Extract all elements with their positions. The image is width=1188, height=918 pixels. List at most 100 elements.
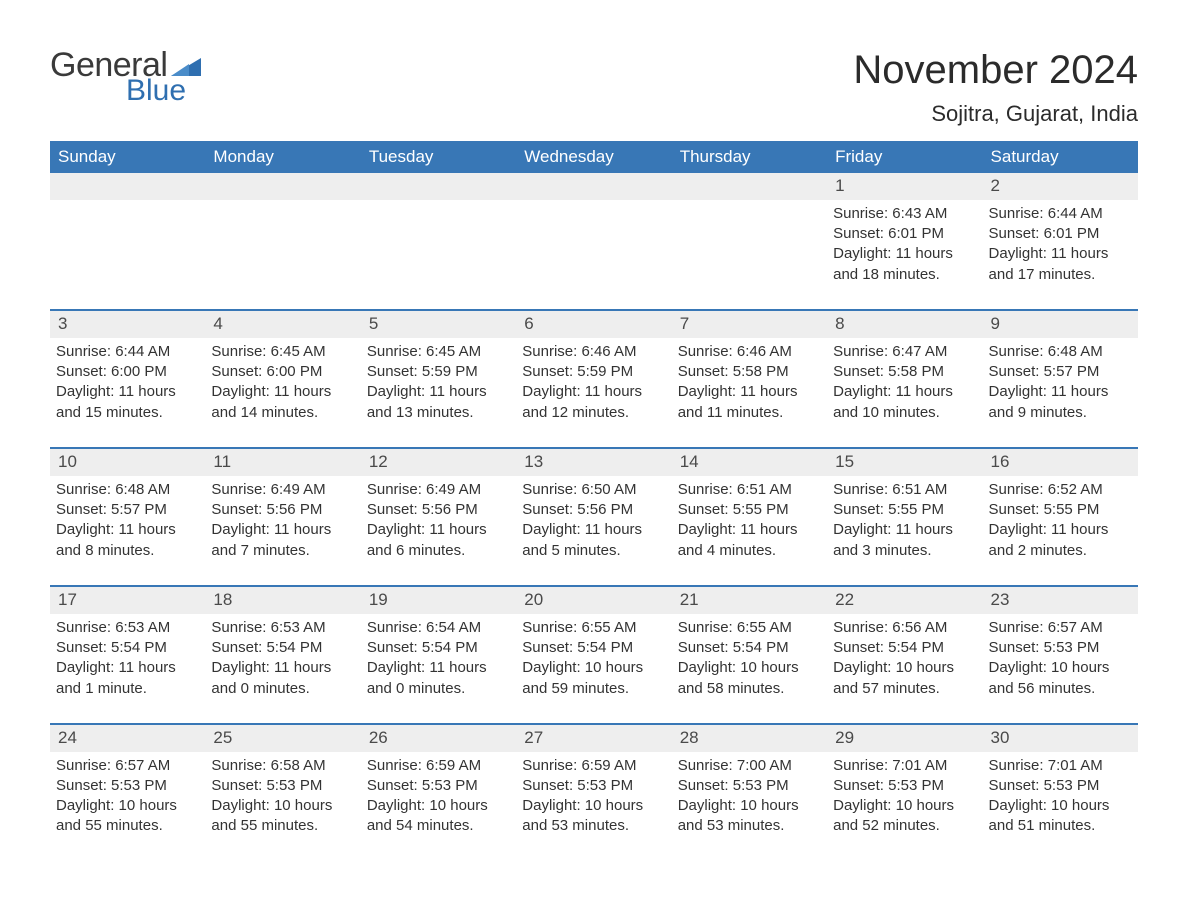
weekday-header: Tuesday (361, 141, 516, 173)
sunset-text: Sunset: 6:00 PM (56, 362, 199, 382)
day-info-row: Sunrise: 6:48 AMSunset: 5:57 PM Daylight:… (50, 476, 1138, 586)
day-number-row: 3456789 (50, 311, 1138, 338)
daylight-text: Daylight: 10 hours and 59 minutes. (522, 658, 665, 699)
logo: General Blue (50, 48, 201, 106)
sunrise-text: Sunrise: 6:59 AM (367, 756, 510, 776)
sunrise-text: Sunrise: 6:47 AM (833, 342, 976, 362)
sunrise-text: Sunrise: 6:57 AM (989, 618, 1132, 638)
logo-text-blue: Blue (126, 76, 201, 106)
day-number-cell (672, 173, 827, 200)
day-number-cell: 23 (983, 587, 1138, 614)
sunset-text: Sunset: 5:54 PM (833, 638, 976, 658)
day-info-cell: Sunrise: 6:49 AMSunset: 5:56 PMDaylight:… (361, 476, 516, 586)
sunset-text: Sunset: 5:56 PM (211, 500, 354, 520)
day-number-cell: 19 (361, 587, 516, 614)
sunset-text: Sunset: 5:54 PM (367, 638, 510, 658)
day-number-cell: 24 (50, 725, 205, 752)
day-number-cell: 14 (672, 449, 827, 476)
day-number-cell: 22 (827, 587, 982, 614)
day-info-cell: Sunrise: 6:58 AMSunset: 5:53 PMDaylight:… (205, 752, 360, 861)
sunrise-text: Sunrise: 6:56 AM (833, 618, 976, 638)
sunrise-text: Sunrise: 6:48 AM (989, 342, 1132, 362)
daylight-text: Daylight: 11 hours and 9 minutes. (989, 382, 1132, 423)
sunrise-text: Sunrise: 7:00 AM (678, 756, 821, 776)
daylight-text: Daylight: 11 hours and 10 minutes. (833, 382, 976, 423)
sunrise-text: Sunrise: 6:51 AM (833, 480, 976, 500)
daylight-text: Daylight: 11 hours and 5 minutes. (522, 520, 665, 561)
daylight-text: Daylight: 10 hours and 58 minutes. (678, 658, 821, 699)
sunset-text: Sunset: 5:56 PM (367, 500, 510, 520)
sunrise-text: Sunrise: 6:49 AM (211, 480, 354, 500)
daylight-text: Daylight: 10 hours and 55 minutes. (211, 796, 354, 837)
day-info-cell: Sunrise: 6:50 AMSunset: 5:56 PMDaylight:… (516, 476, 671, 586)
daylight-text: Daylight: 11 hours and 7 minutes. (211, 520, 354, 561)
day-info-cell: Sunrise: 6:53 AMSunset: 5:54 PMDaylight:… (205, 614, 360, 724)
day-info-row: Sunrise: 6:43 AMSunset: 6:01 PMDaylight:… (50, 200, 1138, 310)
day-info-cell: Sunrise: 6:59 AMSunset: 5:53 PMDaylight:… (516, 752, 671, 861)
day-info-cell: Sunrise: 7:01 AMSunset: 5:53 PMDaylight:… (827, 752, 982, 861)
sunset-text: Sunset: 5:53 PM (678, 776, 821, 796)
weekday-header: Thursday (672, 141, 827, 173)
sunset-text: Sunset: 6:00 PM (211, 362, 354, 382)
header: General Blue November 2024 Sojitra, Guja… (50, 48, 1138, 127)
day-info-cell (205, 200, 360, 310)
day-number-cell: 17 (50, 587, 205, 614)
day-info-cell: Sunrise: 6:57 AMSunset: 5:53 PMDaylight:… (50, 752, 205, 861)
daylight-text: Daylight: 10 hours and 53 minutes. (522, 796, 665, 837)
daylight-text: Daylight: 11 hours and 18 minutes. (833, 244, 976, 285)
day-info-cell: Sunrise: 6:48 AMSunset: 5:57 PMDaylight:… (983, 338, 1138, 448)
sunset-text: Sunset: 5:57 PM (56, 500, 199, 520)
day-info-cell: Sunrise: 6:44 AMSunset: 6:01 PMDaylight:… (983, 200, 1138, 310)
daylight-text: Daylight: 10 hours and 55 minutes. (56, 796, 199, 837)
daylight-text: Daylight: 11 hours and 12 minutes. (522, 382, 665, 423)
daylight-text: Daylight: 10 hours and 51 minutes. (989, 796, 1132, 837)
day-number-cell: 2 (983, 173, 1138, 200)
day-number-cell: 1 (827, 173, 982, 200)
day-info-cell: Sunrise: 6:51 AMSunset: 5:55 PMDaylight:… (827, 476, 982, 586)
daylight-text: Daylight: 10 hours and 53 minutes. (678, 796, 821, 837)
daylight-text: Daylight: 11 hours and 17 minutes. (989, 244, 1132, 285)
sunset-text: Sunset: 5:57 PM (989, 362, 1132, 382)
sunrise-text: Sunrise: 6:52 AM (989, 480, 1132, 500)
sunset-text: Sunset: 5:59 PM (522, 362, 665, 382)
day-number-cell: 27 (516, 725, 671, 752)
sunrise-text: Sunrise: 6:43 AM (833, 204, 976, 224)
day-info-cell: Sunrise: 6:46 AMSunset: 5:59 PMDaylight:… (516, 338, 671, 448)
day-info-cell: Sunrise: 6:47 AMSunset: 5:58 PMDaylight:… (827, 338, 982, 448)
day-info-cell (516, 200, 671, 310)
day-number-row: 17181920212223 (50, 587, 1138, 614)
sunrise-text: Sunrise: 6:49 AM (367, 480, 510, 500)
day-number-cell: 10 (50, 449, 205, 476)
weekday-header-row: Sunday Monday Tuesday Wednesday Thursday… (50, 141, 1138, 173)
day-info-cell: Sunrise: 6:56 AMSunset: 5:54 PMDaylight:… (827, 614, 982, 724)
sunrise-text: Sunrise: 7:01 AM (833, 756, 976, 776)
daylight-text: Daylight: 11 hours and 0 minutes. (367, 658, 510, 699)
day-info-cell: Sunrise: 6:51 AMSunset: 5:55 PMDaylight:… (672, 476, 827, 586)
sunrise-text: Sunrise: 6:46 AM (678, 342, 821, 362)
sunset-text: Sunset: 5:58 PM (833, 362, 976, 382)
day-info-cell: Sunrise: 6:48 AMSunset: 5:57 PMDaylight:… (50, 476, 205, 586)
day-number-row: 10111213141516 (50, 449, 1138, 476)
day-number-cell: 4 (205, 311, 360, 338)
day-info-cell: Sunrise: 7:01 AMSunset: 5:53 PMDaylight:… (983, 752, 1138, 861)
day-number-cell: 28 (672, 725, 827, 752)
sunset-text: Sunset: 5:59 PM (367, 362, 510, 382)
sunset-text: Sunset: 5:53 PM (367, 776, 510, 796)
sunrise-text: Sunrise: 6:59 AM (522, 756, 665, 776)
day-number-cell: 29 (827, 725, 982, 752)
day-info-cell: Sunrise: 6:46 AMSunset: 5:58 PMDaylight:… (672, 338, 827, 448)
day-info-row: Sunrise: 6:44 AMSunset: 6:00 PMDaylight:… (50, 338, 1138, 448)
day-number-cell (361, 173, 516, 200)
sunrise-text: Sunrise: 6:58 AM (211, 756, 354, 776)
day-info-cell: Sunrise: 6:49 AMSunset: 5:56 PMDaylight:… (205, 476, 360, 586)
weekday-header: Monday (205, 141, 360, 173)
sunset-text: Sunset: 5:55 PM (678, 500, 821, 520)
weekday-header: Friday (827, 141, 982, 173)
sunrise-text: Sunrise: 6:48 AM (56, 480, 199, 500)
day-number-cell: 5 (361, 311, 516, 338)
day-number-cell (516, 173, 671, 200)
day-info-cell: Sunrise: 6:55 AMSunset: 5:54 PMDaylight:… (516, 614, 671, 724)
day-number-row: 12 (50, 173, 1138, 200)
sunset-text: Sunset: 6:01 PM (989, 224, 1132, 244)
weekday-header: Sunday (50, 141, 205, 173)
